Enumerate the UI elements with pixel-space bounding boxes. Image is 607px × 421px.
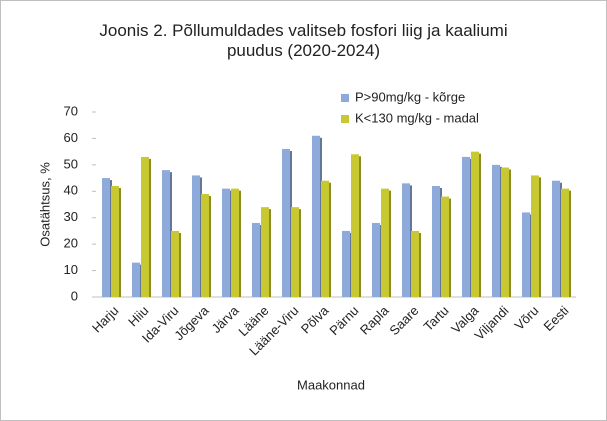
bar	[411, 230, 419, 297]
x-tick-label: Saare	[386, 303, 421, 338]
bar	[471, 151, 479, 297]
bar	[201, 193, 209, 297]
bar-side	[479, 153, 481, 297]
bar	[222, 188, 230, 297]
bar	[381, 188, 389, 297]
y-axis-title: Osatähtsus, %	[37, 162, 52, 247]
x-tick-label: Põlva	[298, 302, 332, 336]
bar	[141, 156, 149, 297]
y-tick-label: 40	[64, 183, 78, 198]
legend-swatch	[341, 94, 349, 102]
bar	[231, 188, 239, 297]
bar	[252, 223, 260, 297]
y-tick-label: 0	[71, 288, 78, 303]
bar	[291, 207, 299, 297]
bar	[132, 262, 140, 297]
y-tick-label: 30	[64, 209, 78, 224]
legend-label: K<130 mg/kg - madal	[355, 110, 479, 125]
bar	[522, 212, 530, 297]
bar-side	[239, 190, 241, 297]
bar-side	[179, 232, 181, 297]
bar	[561, 188, 569, 297]
y-tick-label: 50	[64, 156, 78, 171]
bar-side	[149, 158, 151, 297]
bar	[402, 183, 410, 297]
bar	[111, 186, 119, 297]
legend-label: P>90mg/kg - kõrge	[355, 89, 465, 104]
bar-side	[119, 188, 121, 297]
bar	[552, 180, 560, 297]
x-tick-label: Eesti	[541, 303, 572, 334]
x-tick-label: Harju	[89, 303, 122, 336]
x-tick-label: Jõgeva	[171, 302, 212, 343]
bar	[171, 230, 179, 297]
bar-side	[299, 209, 301, 297]
x-tick-label: Pärnu	[326, 303, 361, 338]
bar	[282, 149, 290, 297]
bar	[351, 154, 359, 297]
bar-side	[329, 182, 331, 297]
bar-side	[419, 232, 421, 297]
y-tick-label: 10	[64, 262, 78, 277]
bar	[312, 135, 320, 297]
bar	[342, 230, 350, 297]
bar-side	[209, 195, 211, 297]
bar-side	[569, 190, 571, 297]
bar-side	[269, 209, 271, 297]
x-tick-label: Viljandi	[471, 303, 511, 343]
x-tick-label: Võru	[512, 303, 542, 333]
bar	[192, 175, 200, 297]
x-tick-label: Tartu	[421, 303, 452, 334]
bar-side	[539, 177, 541, 297]
bar	[162, 170, 170, 297]
bar-side	[359, 156, 361, 297]
bar	[462, 156, 470, 297]
bar	[501, 167, 509, 297]
bar	[372, 223, 380, 297]
x-tick-label: Rapla	[357, 302, 392, 337]
bar	[261, 207, 269, 297]
y-tick-label: 60	[64, 130, 78, 145]
bar-side	[389, 190, 391, 297]
bar-side	[509, 169, 511, 297]
x-axis-title: Maakonnad	[297, 377, 365, 392]
bar	[531, 175, 539, 297]
bar	[432, 186, 440, 297]
bar	[102, 178, 110, 297]
y-tick-label: 70	[64, 103, 78, 118]
chart-title: Joonis 2. Põllumuldades valitseb fosfori…	[99, 21, 508, 60]
legend-swatch	[341, 115, 349, 123]
y-tick-label: 20	[64, 236, 78, 251]
bar	[321, 180, 329, 297]
bar-side	[449, 198, 451, 297]
bar	[441, 196, 449, 297]
bar	[492, 164, 500, 297]
